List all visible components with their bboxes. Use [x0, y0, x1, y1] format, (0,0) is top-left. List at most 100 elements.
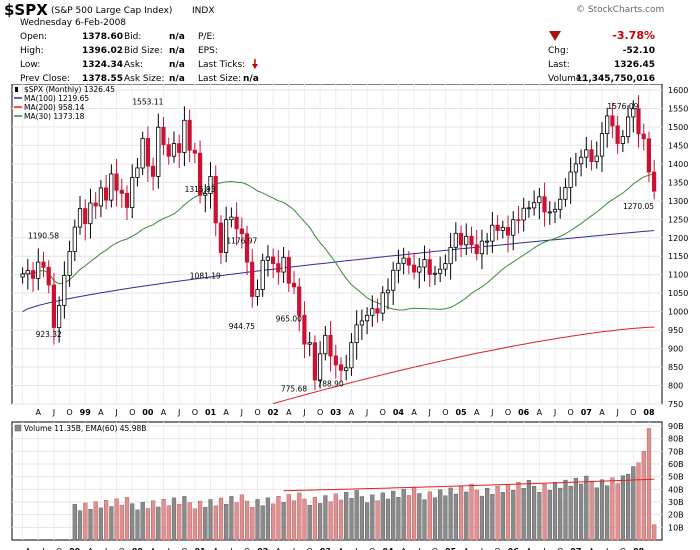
candle-body: [610, 115, 615, 127]
volume-bar: [286, 494, 291, 541]
down-arrow-icon: [252, 59, 258, 69]
volume-bar: [469, 483, 474, 541]
candle-body: [505, 226, 511, 236]
candle-body: [605, 115, 610, 135]
candle-body: [140, 138, 145, 169]
volume-bar: [500, 492, 505, 541]
volume-bar: [234, 502, 239, 541]
field-label: High:: [20, 46, 44, 56]
volume-x-tick-label: O: [119, 547, 125, 550]
volume-x-tick-label: J: [104, 547, 107, 550]
field-value: n/a: [169, 32, 185, 42]
candle-body: [25, 270, 30, 275]
candle-body: [67, 250, 72, 276]
volume-x-tick-label: J: [167, 547, 170, 550]
volume-bar: [150, 500, 156, 541]
volume-bar: [636, 462, 641, 541]
volume-bar: [140, 502, 145, 541]
x-tick-label: A: [223, 408, 229, 417]
candle-body: [490, 224, 495, 242]
volume-bar: [114, 498, 119, 541]
field-value: 1378.60: [82, 32, 123, 42]
candle-body: [291, 282, 297, 288]
y-tick-label: 900: [668, 345, 683, 354]
volume-bar: [474, 489, 479, 541]
volume-y-tick-label: 70B: [668, 447, 684, 456]
volume-bar: [109, 506, 114, 541]
volume-bar: [594, 487, 599, 541]
x-tick-label: O: [254, 408, 260, 417]
y-tick-label: 950: [668, 326, 683, 335]
candle-body: [385, 289, 391, 294]
x-tick-label: A: [599, 408, 605, 417]
x-tick-label: O: [568, 408, 574, 417]
volume-bar: [558, 487, 563, 541]
volume-bar: [579, 483, 584, 541]
field-label: Bid Size:: [124, 46, 163, 56]
x-tick-label: J: [365, 408, 368, 417]
volume-bar: [641, 451, 646, 541]
candle-body: [584, 149, 589, 158]
candle-body: [150, 165, 156, 177]
volume-bar: [459, 485, 464, 541]
y-tick-label: 1400: [668, 160, 688, 169]
x-tick-label: J: [302, 408, 305, 417]
field-value: 1324.34: [82, 60, 123, 70]
volume-x-tick-label: 04: [382, 547, 394, 550]
candle-body: [354, 324, 359, 343]
y-tick-label: 1550: [668, 104, 688, 113]
candle-body: [458, 232, 464, 246]
x-tick-label: O: [66, 408, 72, 417]
volume-bar: [297, 492, 302, 541]
volume-bar: [359, 496, 364, 541]
candle-body: [46, 266, 51, 286]
y-tick-label: 1450: [668, 141, 688, 150]
candle-body: [41, 261, 46, 268]
candle-body: [317, 353, 323, 381]
candle-body: [234, 216, 239, 230]
volume-x-tick-label: A: [25, 547, 31, 550]
x-tick-label: 01: [205, 408, 217, 417]
candle-body: [203, 193, 208, 196]
candle-body: [218, 222, 223, 254]
symbol: $SPX: [4, 1, 48, 19]
candle-body: [484, 240, 490, 243]
legend-candle-icon: [15, 87, 18, 92]
volume-x-tick-label: A: [589, 547, 595, 550]
volume-bar: [333, 493, 338, 541]
volume-bar: [203, 507, 208, 541]
candle-body: [469, 235, 474, 246]
volume-x-tick-label: A: [401, 547, 407, 550]
volume-bar: [182, 496, 187, 541]
candle-body: [563, 187, 568, 200]
annotation-label: 1576.09: [607, 102, 638, 111]
volume-y-tick-label: 40B: [668, 485, 684, 494]
volume-bar: [93, 501, 98, 541]
candle-body: [328, 334, 333, 357]
volume-x-tick-label: 03: [320, 547, 331, 550]
candle-body: [177, 143, 182, 153]
volume-bar: [192, 508, 197, 541]
volume-bar: [302, 498, 307, 541]
chg-label: Chg:: [548, 46, 569, 56]
field-value: n/a: [169, 60, 185, 70]
x-tick-label: A: [349, 408, 355, 417]
volume-bar: [119, 504, 124, 541]
x-tick-label: O: [192, 408, 198, 417]
volume-bar: [145, 508, 150, 541]
volume-bar: [344, 492, 349, 541]
volume-bar: [291, 500, 297, 541]
volume-x-tick-label: 08: [633, 547, 645, 550]
volume-bar: [568, 485, 573, 541]
x-tick-label: A: [36, 408, 42, 417]
volume-bar: [552, 482, 558, 541]
volume-x-tick-label: O: [494, 547, 500, 550]
candle-body: [453, 232, 458, 248]
volume-x-tick-label: O: [557, 547, 563, 550]
candle-body: [380, 292, 385, 314]
volume-y-tick-label: 60B: [668, 460, 684, 469]
volume-bar: [161, 499, 166, 541]
annotation-label: 923.32: [36, 330, 62, 339]
candle-body: [427, 259, 432, 275]
volume-bar: [563, 479, 568, 541]
